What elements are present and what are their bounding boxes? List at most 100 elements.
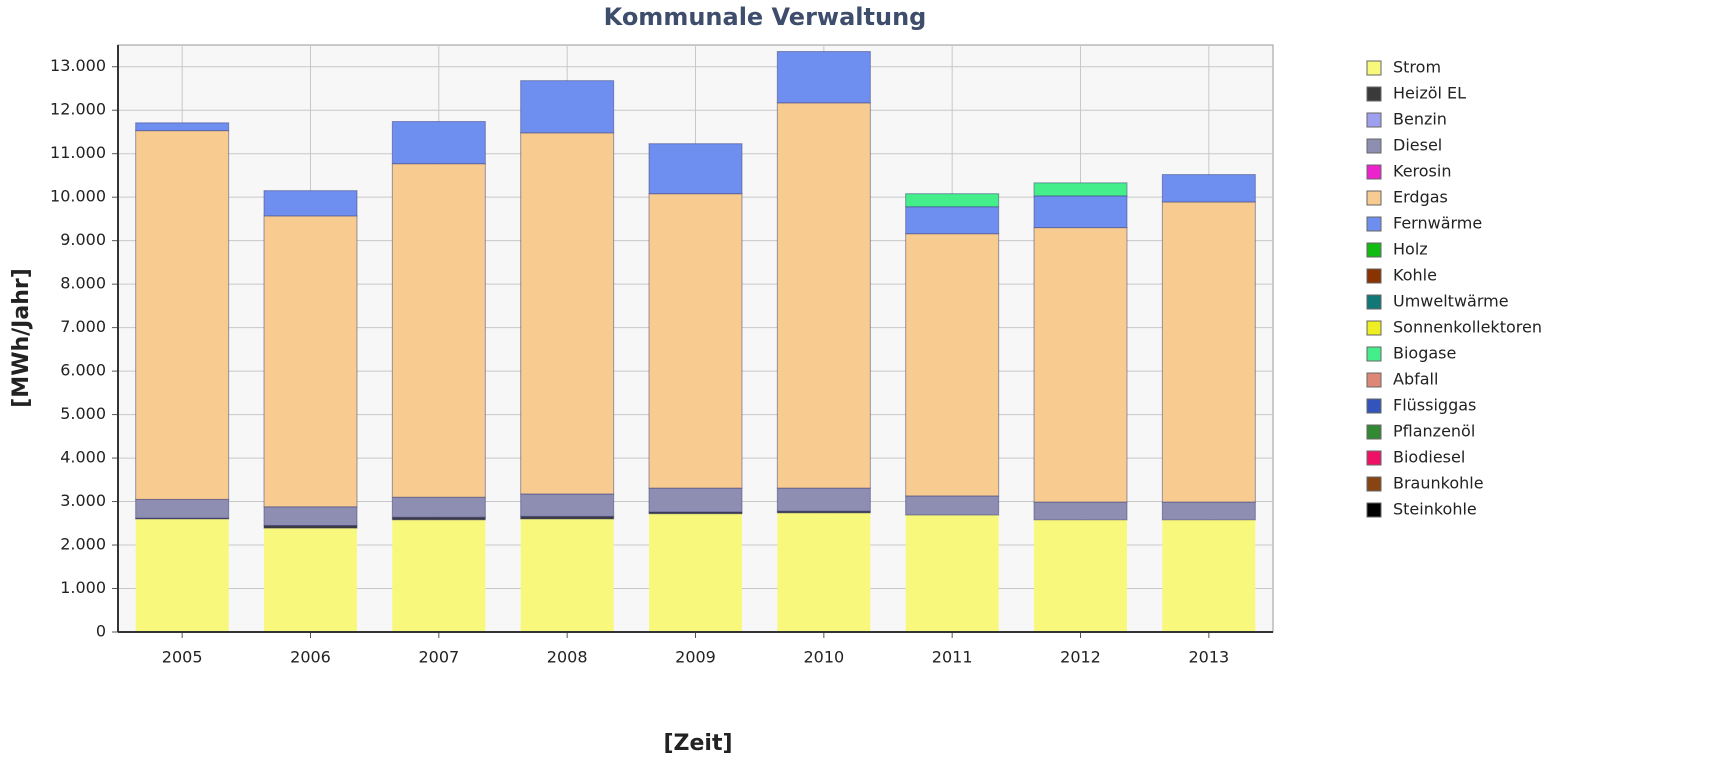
legend-label: Kerosin — [1393, 162, 1451, 181]
legend-label: Kohle — [1393, 266, 1437, 285]
x-tick-label: 2005 — [162, 648, 203, 667]
chart-title: Kommunale Verwaltung — [604, 3, 927, 31]
bar-segment — [263, 215, 358, 508]
y-tick-label: 9.000 — [60, 230, 106, 249]
legend-label: Sonnenkollektoren — [1393, 318, 1542, 337]
bar-segment — [905, 193, 1000, 208]
bar-segment — [135, 518, 229, 632]
bar-segment — [1033, 501, 1128, 521]
legend-swatch — [1366, 424, 1382, 440]
bar-segment — [391, 121, 486, 165]
legend-label: Fernwärme — [1393, 214, 1482, 233]
legend-swatch — [1366, 242, 1382, 258]
legend-swatch — [1366, 476, 1382, 492]
bar-segment — [263, 506, 358, 526]
bar-segment — [1162, 519, 1256, 632]
y-tick-label: 10.000 — [50, 187, 106, 206]
y-tick-label: 7.000 — [60, 317, 106, 336]
bar-segment — [135, 498, 230, 519]
bar-segment — [905, 206, 1000, 235]
bar-segment — [776, 102, 871, 489]
legend-label: Biogase — [1393, 344, 1456, 363]
legend-swatch — [1366, 60, 1382, 76]
bar-segment — [776, 51, 871, 104]
legend-label: Umweltwärme — [1393, 292, 1509, 311]
bar-segment — [648, 143, 743, 195]
x-tick-label: 2011 — [932, 648, 973, 667]
bar-segment — [648, 193, 743, 489]
bar-segment — [648, 487, 743, 513]
x-tick-label: 2010 — [803, 648, 844, 667]
x-tick-label: 2007 — [418, 648, 459, 667]
legend-swatch — [1366, 346, 1382, 362]
bar-segment — [776, 487, 871, 512]
legend-swatch — [1366, 294, 1382, 310]
x-tick-label: 2013 — [1188, 648, 1229, 667]
legend-swatch — [1366, 216, 1382, 232]
y-tick-label: 4.000 — [60, 448, 106, 467]
legend-swatch — [1366, 372, 1382, 388]
bar-segment — [905, 515, 999, 632]
legend-label: Steinkohle — [1393, 500, 1477, 519]
legend-label: Holz — [1393, 240, 1428, 259]
y-axis-label: [MWh/Jahr] — [9, 268, 34, 408]
legend-label: Strom — [1393, 58, 1441, 77]
y-tick-label: 12.000 — [50, 100, 106, 119]
y-tick-label: 5.000 — [60, 404, 106, 423]
bar-segment — [520, 493, 615, 517]
legend-label: Heizöl EL — [1393, 84, 1466, 103]
legend-label: Benzin — [1393, 110, 1447, 129]
legend-swatch — [1366, 398, 1382, 414]
legend-swatch — [1366, 138, 1382, 154]
legend-label: Erdgas — [1393, 188, 1448, 207]
legend-swatch — [1366, 164, 1382, 180]
legend-swatch — [1366, 268, 1382, 284]
legend-label: Abfall — [1393, 370, 1438, 389]
bar-segment — [1033, 195, 1128, 229]
bar-segment — [905, 233, 1000, 497]
bar-segment — [1161, 501, 1256, 521]
legend-label: Braunkohle — [1393, 474, 1484, 493]
y-tick-label: 11.000 — [50, 143, 106, 162]
bar-segment — [649, 513, 742, 632]
bar-segment — [520, 132, 615, 495]
bar-segment — [391, 163, 486, 498]
bar-segment — [777, 512, 871, 632]
legend-label: Pflanzenöl — [1393, 422, 1475, 441]
bar-segment — [1161, 174, 1256, 203]
bar-segment — [263, 190, 358, 217]
x-axis-label: [Zeit] — [663, 731, 732, 756]
x-tick-label: 2006 — [290, 648, 331, 667]
bar-segment — [135, 130, 230, 500]
bar-segment — [905, 495, 1000, 516]
bar-segment — [520, 80, 615, 134]
bar-segment — [264, 528, 357, 632]
bar-segment — [392, 519, 486, 632]
legend-swatch — [1366, 502, 1382, 518]
bar-segment — [135, 122, 230, 132]
bar-segment — [1034, 519, 1127, 632]
y-tick-label: 1.000 — [60, 578, 106, 597]
bar-segment — [1161, 201, 1256, 503]
legend-label: Diesel — [1393, 136, 1442, 155]
legend-label: Biodiesel — [1393, 448, 1465, 467]
y-tick-label: 3.000 — [60, 491, 106, 510]
legend-swatch — [1366, 320, 1382, 336]
y-tick-label: 13.000 — [50, 56, 106, 75]
legend-swatch — [1366, 112, 1382, 128]
x-tick-label: 2012 — [1060, 648, 1101, 667]
bar-segment — [520, 518, 614, 632]
legend-swatch — [1366, 450, 1382, 466]
legend-swatch — [1366, 190, 1382, 206]
x-tick-label: 2008 — [547, 648, 588, 667]
y-tick-label: 2.000 — [60, 535, 106, 554]
bar-segment — [1033, 182, 1128, 197]
bar-segment — [391, 496, 486, 518]
x-tick-label: 2009 — [675, 648, 716, 667]
y-tick-label: 6.000 — [60, 361, 106, 380]
y-tick-label: 8.000 — [60, 274, 106, 293]
bar-segment — [1033, 227, 1128, 503]
legend-label: Flüssiggas — [1393, 396, 1476, 415]
y-tick-label: 0 — [96, 622, 106, 641]
